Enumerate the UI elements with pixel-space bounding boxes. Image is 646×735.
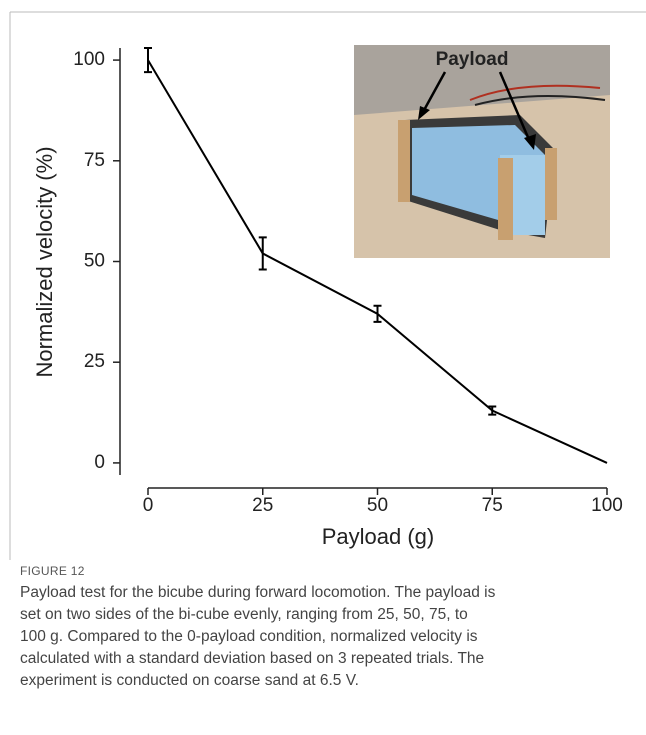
figure-label: FIGURE 12	[20, 564, 85, 578]
caption-line: 100 g. Compared to the 0-payload conditi…	[20, 628, 478, 645]
y-tick-label: 25	[84, 351, 105, 372]
error-bar	[488, 405, 497, 416]
y-axis-title: Normalized velocity (%)	[32, 146, 57, 377]
y-tick-label: 0	[94, 452, 105, 473]
error-bar	[144, 47, 152, 74]
inset-label: Payload	[436, 49, 509, 70]
caption-line: Payload test for the bicube during forwa…	[20, 584, 496, 601]
x-tick-label: 0	[143, 495, 154, 516]
inset-photo: Payload	[354, 45, 610, 258]
y-tick-label: 75	[84, 150, 105, 171]
y-tick-label: 100	[73, 49, 105, 70]
x-tick-label: 100	[591, 495, 623, 516]
caption: Payload test for the bicube during forwa…	[20, 582, 640, 692]
y-tick-label: 50	[84, 251, 105, 272]
caption-line: set on two sides of the bi-cube evenly, …	[20, 606, 468, 623]
x-tick-label: 25	[252, 495, 273, 516]
error-bar	[373, 304, 382, 323]
x-tick-label: 75	[482, 495, 503, 516]
chart: Payload Normalized velocity (%) Payload …	[9, 11, 646, 560]
caption-line: calculated with a standard deviation bas…	[20, 650, 485, 667]
error-bar	[258, 236, 267, 271]
x-tick-label: 50	[367, 495, 388, 516]
caption-line: experiment is conducted on coarse sand a…	[20, 672, 359, 689]
x-axis-title: Payload (g)	[322, 524, 435, 549]
